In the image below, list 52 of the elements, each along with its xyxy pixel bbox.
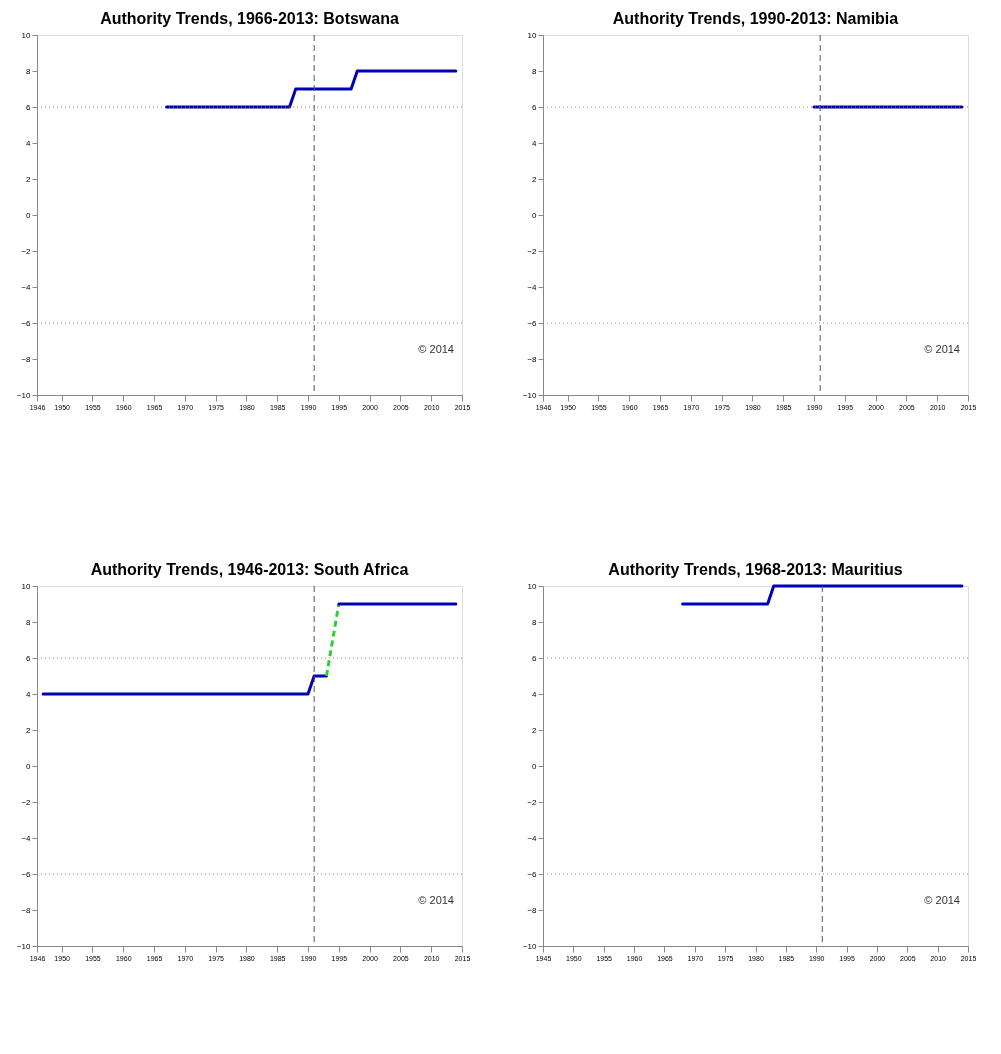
y-tick-label: 4 <box>532 138 538 148</box>
y-tick-label: −6 <box>21 869 32 879</box>
y-tick-label: 0 <box>26 761 32 771</box>
y-tick-label: 0 <box>532 761 538 771</box>
y-tick-label: 4 <box>532 689 538 699</box>
y-tick-label: −8 <box>21 354 32 364</box>
y-tick-label: 2 <box>26 725 32 735</box>
chart-title: Authority Trends, 1966-2013: Botswana <box>100 10 399 27</box>
y-tick-label: 4 <box>26 138 32 148</box>
y-tick-label: 0 <box>26 210 32 220</box>
y-tick-label: 2 <box>532 725 538 735</box>
y-tick-label: 10 <box>527 30 538 40</box>
y-tick-label: −4 <box>21 282 32 292</box>
y-tick-label: −4 <box>527 833 538 843</box>
y-tick-label: −4 <box>21 833 32 843</box>
y-tick-label: 10 <box>527 581 538 591</box>
y-tick-label: −6 <box>21 318 32 328</box>
y-tick-label: −2 <box>21 797 32 807</box>
annotation: © 2014 <box>924 343 960 355</box>
y-tick-label: −2 <box>21 246 32 256</box>
y-tick-label: −2 <box>527 797 538 807</box>
y-tick-label: −4 <box>527 282 538 292</box>
y-tick-label: 6 <box>532 653 538 663</box>
y-tick-label: −6 <box>527 869 538 879</box>
y-tick-label: 6 <box>26 653 32 663</box>
y-tick-label: 10 <box>21 30 32 40</box>
y-tick-label: −10 <box>16 941 32 951</box>
y-tick-label: 4 <box>26 689 32 699</box>
chart-title: Authority Trends, 1990-2013: Namibia <box>612 10 899 27</box>
y-tick-label: 6 <box>26 102 32 112</box>
y-tick-label: −6 <box>527 318 538 328</box>
y-tick-label: −8 <box>527 354 538 364</box>
y-tick-label: −10 <box>522 941 538 951</box>
chart-title: Authority Trends, 1946-2013: South Africa <box>90 561 409 578</box>
annotation: © 2014 <box>418 343 454 355</box>
y-tick-label: 10 <box>21 581 32 591</box>
y-tick-label: 6 <box>532 102 538 112</box>
y-tick-label: 8 <box>26 66 32 76</box>
y-tick-label: −10 <box>16 390 32 400</box>
y-tick-label: 2 <box>532 174 538 184</box>
y-tick-label: −8 <box>21 905 32 915</box>
y-tick-label: 0 <box>532 210 538 220</box>
chart-title: Authority Trends, 1968-2013: Mauritius <box>608 561 903 578</box>
annotation: © 2014 <box>924 894 960 906</box>
y-tick-label: 8 <box>532 66 538 76</box>
annotation: © 2014 <box>418 894 454 906</box>
y-tick-label: −10 <box>522 390 538 400</box>
y-tick-label: −2 <box>527 246 538 256</box>
y-tick-label: 8 <box>532 617 538 627</box>
y-tick-label: 8 <box>26 617 32 627</box>
y-tick-label: 2 <box>26 174 32 184</box>
y-tick-label: −8 <box>527 905 538 915</box>
